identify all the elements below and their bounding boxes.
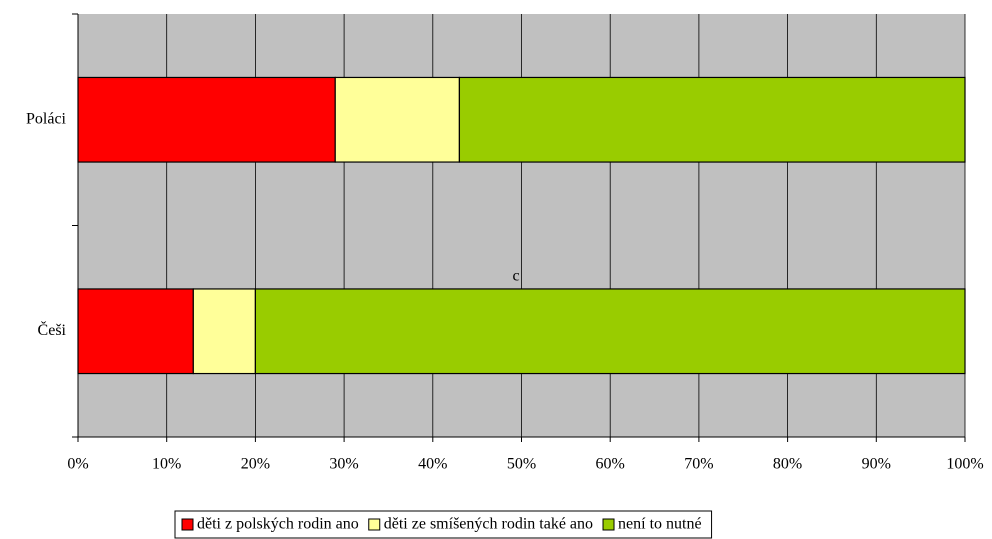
x-tick-label: 90% [862, 456, 891, 473]
x-tick-label: 80% [773, 456, 802, 473]
bar-segment [334, 76, 461, 163]
annotation: c [512, 268, 519, 285]
bar-segment [77, 76, 336, 163]
bar-segment [254, 288, 966, 375]
x-tick-label: 60% [596, 456, 625, 473]
x-tick-label: 30% [329, 456, 358, 473]
legend [174, 510, 713, 539]
legend-swatch [602, 518, 615, 531]
legend-swatch [181, 518, 194, 531]
bar-segment [458, 76, 966, 163]
x-tick-label: 70% [684, 456, 713, 473]
legend-label: děti ze smíšených rodin také ano [384, 516, 593, 533]
x-tick-label: 40% [418, 456, 447, 473]
legend-label: děti z polských rodin ano [197, 516, 359, 533]
y-tick-label: Češi [38, 320, 67, 339]
legend-swatch [368, 518, 381, 531]
x-tick-label: 100% [946, 456, 983, 473]
bar-segment [77, 288, 194, 375]
y-tick-label: Poláci [26, 110, 67, 127]
x-tick-label: 50% [507, 456, 536, 473]
bar-segment [192, 288, 256, 375]
x-tick-label: 20% [241, 456, 270, 473]
x-tick-label: 10% [152, 456, 181, 473]
x-tick-label: 0% [67, 456, 88, 473]
legend-label: není to nutné [618, 516, 702, 533]
